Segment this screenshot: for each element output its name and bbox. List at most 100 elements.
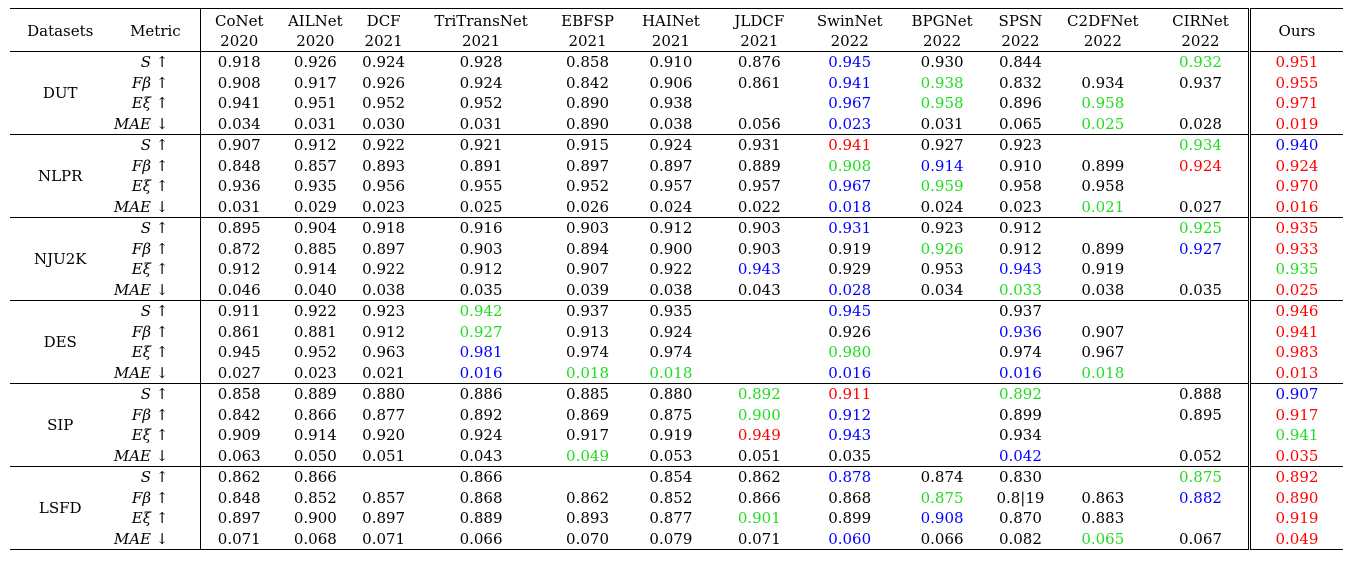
score-cell: 0.914 xyxy=(293,260,337,278)
score-cell: 0.034 xyxy=(920,280,964,299)
score-cell: 0.958 xyxy=(998,177,1042,195)
method-year-header: 2021 xyxy=(651,32,690,50)
score-cell: 0.862 xyxy=(200,466,278,488)
score-cell: 0.895 xyxy=(1179,405,1222,424)
table-row: SIP S ↑ 0.858 0.889 0.880 0.886 0.885 0.880 0.89… xyxy=(10,383,1343,434)
score-cell: 0.916 xyxy=(459,219,503,237)
score-cell: 0.928 xyxy=(459,53,503,71)
metric-label: S ↑ xyxy=(140,468,169,486)
score-cell: 0.060 xyxy=(828,529,872,548)
score-cell: 0.046 xyxy=(200,279,278,301)
score-cell: 0.026 xyxy=(566,197,609,216)
score-cell: 0.897 xyxy=(649,156,693,175)
score-cell: 0.857 xyxy=(293,156,337,175)
score-cell: 0.025 xyxy=(1081,114,1125,133)
metric-label: Eξ ↑ xyxy=(131,94,169,112)
ours-score-cell: 0.971 xyxy=(1247,93,1343,114)
score-cell: 0.899 xyxy=(1081,239,1125,258)
metric-label: Fβ ↑ xyxy=(131,239,169,258)
score-cell: 0.923 xyxy=(998,136,1042,154)
score-cell: 0.958 xyxy=(1081,177,1125,195)
score-cell: 0.024 xyxy=(920,197,964,216)
score-cell: 0.043 xyxy=(459,446,503,465)
score-cell: 0.917 xyxy=(293,73,337,92)
method-name-header: HAINet xyxy=(641,12,700,30)
score-cell: 0.051 xyxy=(737,446,781,465)
score-cell: 0.866 xyxy=(293,405,337,424)
table-row: MAE ↓ 0.031 0.029 0.023 0.025 0.026 0.024 0.022… xyxy=(10,196,1343,218)
score-cell: 0.924 xyxy=(649,136,693,154)
score-cell: 0.885 xyxy=(293,239,337,258)
ours-score-cell: 0.049 xyxy=(1247,528,1343,550)
score-cell: 0.031 xyxy=(920,114,964,133)
score-cell: 0.941 xyxy=(200,93,278,114)
score-cell: 0.876 xyxy=(737,53,781,71)
score-cell: 0.938 xyxy=(649,94,693,112)
score-cell: 0.924 xyxy=(649,322,693,341)
score-cell: 0.892 xyxy=(459,405,503,424)
score-cell: 0.957 xyxy=(649,177,693,195)
score-cell: 0.922 xyxy=(649,260,693,278)
metric-label: Eξ ↑ xyxy=(131,509,169,527)
score-cell: 0.035 xyxy=(828,446,872,465)
score-cell: 0.912 xyxy=(998,219,1042,237)
score-cell: 0.974 xyxy=(998,343,1042,361)
score-cell: 0.941 xyxy=(828,136,872,154)
score-cell: 0.889 xyxy=(293,385,337,403)
score-cell: 0.016 xyxy=(828,363,872,382)
score-cell: 0.033 xyxy=(998,280,1042,299)
score-cell: 0.912 xyxy=(459,260,503,278)
score-cell: 0.877 xyxy=(649,509,693,527)
table-row: Eξ ↑ 0.936 0.935 0.956 0.955 0.952 0.957 0.957 0… xyxy=(10,176,1343,197)
score-cell: 0.892 xyxy=(998,385,1042,403)
score-cell: 0.068 xyxy=(293,529,337,548)
score-cell: 0.926 xyxy=(293,53,337,71)
score-cell: 0.070 xyxy=(566,529,609,548)
score-cell: 0.952 xyxy=(362,94,406,112)
score-cell: 0.844 xyxy=(998,53,1042,71)
method-year-header: 2022 xyxy=(1001,32,1040,50)
score-cell: 0.861 xyxy=(737,73,781,92)
score-cell: 0.894 xyxy=(566,239,609,258)
score-cell: 0.886 xyxy=(459,385,503,403)
score-cell: 0.930 xyxy=(920,53,964,71)
method-year-header: 2022 xyxy=(1181,32,1220,50)
table-row: MAE ↓ 0.027 0.023 0.021 0.016 0.018 0.018 0.016… xyxy=(10,362,1343,384)
score-cell: 0.903 xyxy=(737,219,781,237)
score-cell: 0.908 xyxy=(920,509,964,527)
dataset-name: LSFD xyxy=(38,498,82,517)
score-cell: 0.030 xyxy=(362,114,406,133)
score-cell: 0.862 xyxy=(737,468,781,486)
score-cell: 0.897 xyxy=(200,508,278,529)
score-cell: 0.925 xyxy=(1179,219,1222,237)
score-cell: 0.881 xyxy=(293,322,337,341)
score-cell: 0.897 xyxy=(362,239,406,258)
score-cell: 0.913 xyxy=(566,322,609,341)
score-cell: 0.893 xyxy=(362,156,406,175)
results-table-container: Datasets Metric CoNet AILNet DCF TriTran… xyxy=(10,8,1343,550)
metric-label: MAE ↓ xyxy=(113,114,169,133)
score-cell: 0.023 xyxy=(362,197,406,216)
score-cell: 0.909 xyxy=(200,425,278,446)
score-cell: 0.934 xyxy=(1179,136,1222,154)
ours-score-cell: 0.907 xyxy=(1247,383,1343,405)
method-name-header: C2DFNet xyxy=(1067,12,1139,30)
score-cell: 0.040 xyxy=(293,280,337,299)
score-cell: 0.921 xyxy=(459,136,503,154)
score-cell: 0.848 xyxy=(200,487,278,508)
score-cell: 0.038 xyxy=(649,114,693,133)
score-cell: 0.926 xyxy=(362,73,406,92)
datasets-header: Datasets xyxy=(27,22,94,40)
score-cell: 0.945 xyxy=(828,302,872,320)
score-cell: 0.901 xyxy=(737,509,781,527)
score-cell: 0.872 xyxy=(200,238,278,259)
score-cell: 0.915 xyxy=(566,136,609,154)
score-cell: 0.958 xyxy=(920,94,964,112)
dataset-name: NJU2K xyxy=(33,249,87,268)
score-cell: 0.038 xyxy=(362,280,406,299)
table-row: DUT S ↑ 0.918 0.926 0.924 0.928 0.858 0.910 0.87… xyxy=(10,51,1343,102)
score-cell: 0.066 xyxy=(459,529,503,548)
table-row: MAE ↓ 0.034 0.031 0.030 0.031 0.890 0.038 0.056… xyxy=(10,113,1343,135)
score-cell xyxy=(1053,135,1153,156)
score-cell: 0.936 xyxy=(998,322,1042,341)
